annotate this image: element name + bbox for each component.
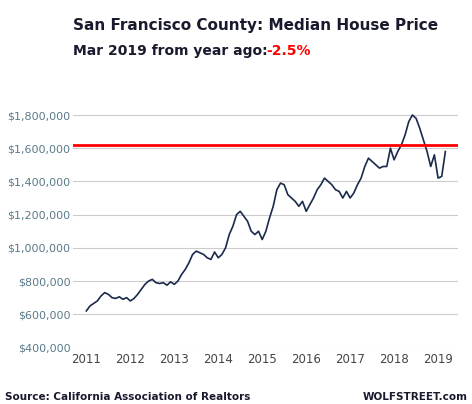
Text: Source: California Association of Realtors: Source: California Association of Realto… (5, 392, 250, 402)
Text: WOLFSTREET.com: WOLFSTREET.com (362, 392, 467, 402)
Text: Mar 2019 from year ago:: Mar 2019 from year ago: (73, 44, 273, 58)
Text: San Francisco County: Median House Price: San Francisco County: Median House Price (73, 18, 438, 33)
Text: -2.5%: -2.5% (267, 44, 311, 58)
